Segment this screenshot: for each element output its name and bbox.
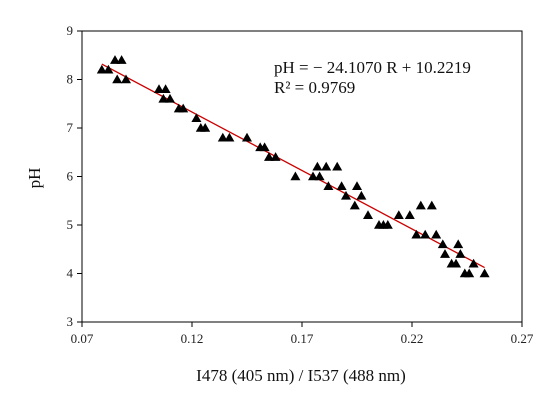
data-point [121, 74, 131, 84]
data-point [349, 200, 360, 210]
data-point [453, 239, 464, 249]
x-tick-label: 0.22 [401, 331, 424, 346]
data-point [332, 161, 343, 171]
data-point [116, 55, 127, 64]
data-point [440, 249, 450, 258]
data-point [382, 220, 393, 229]
data-point [464, 268, 475, 278]
data-point [314, 171, 325, 181]
data-point [160, 84, 171, 93]
x-axis: 0.07 0.12 0.17 0.22 0.27 [71, 322, 534, 346]
data-point [264, 152, 274, 161]
data-point [112, 74, 123, 84]
y-tick-label: 3 [67, 314, 74, 329]
data-point [420, 229, 431, 239]
data-point [224, 132, 235, 142]
r-squared-annotation: R² = 0.9769 [274, 78, 355, 97]
data-point [336, 181, 347, 190]
x-axis-label: I478 (405 nm) / I537 (488 nm) [196, 366, 406, 385]
data-point [158, 93, 169, 103]
data-point [200, 123, 211, 132]
data-point [468, 258, 479, 268]
y-tick-label: 8 [67, 72, 74, 87]
x-tick-label: 0.12 [181, 331, 204, 346]
x-tick-label: 0.17 [291, 331, 314, 346]
data-point [312, 161, 323, 171]
data-point [411, 229, 422, 239]
data-point [103, 64, 114, 74]
data-point [154, 84, 164, 93]
data-point [341, 190, 351, 200]
data-point [308, 171, 318, 181]
y-tick-label: 4 [67, 266, 74, 281]
data-point [165, 93, 175, 103]
data-points [96, 55, 490, 278]
data-point [96, 64, 107, 74]
data-point [110, 55, 120, 64]
data-point [426, 200, 437, 210]
y-tick-label: 9 [67, 23, 74, 38]
y-tick-label: 7 [67, 120, 74, 135]
data-point [290, 171, 301, 181]
data-point [479, 268, 490, 278]
data-point [270, 152, 281, 161]
data-point [437, 239, 448, 249]
data-point [455, 249, 466, 258]
y-tick-label: 6 [67, 169, 74, 184]
data-point [356, 190, 367, 200]
x-tick-label: 0.07 [71, 331, 94, 346]
data-point [191, 113, 202, 123]
y-tick-label: 5 [67, 217, 74, 232]
equation-annotation: pH = − 24.1070 R + 10.2219 [274, 58, 471, 77]
data-point [259, 142, 270, 152]
data-point [415, 200, 426, 210]
data-point [404, 210, 415, 220]
data-point [352, 181, 362, 190]
data-point [323, 181, 334, 190]
x-tick-label: 0.27 [511, 331, 534, 346]
data-point [321, 161, 332, 171]
data-point [431, 229, 442, 239]
data-point [178, 103, 189, 113]
data-point [393, 210, 404, 220]
data-point [217, 132, 228, 142]
data-point [363, 210, 373, 220]
y-axis: 3 4 5 6 7 8 9 [67, 23, 82, 329]
data-point [242, 132, 252, 142]
data-point [451, 258, 461, 268]
y-axis-label: pH [25, 168, 44, 189]
